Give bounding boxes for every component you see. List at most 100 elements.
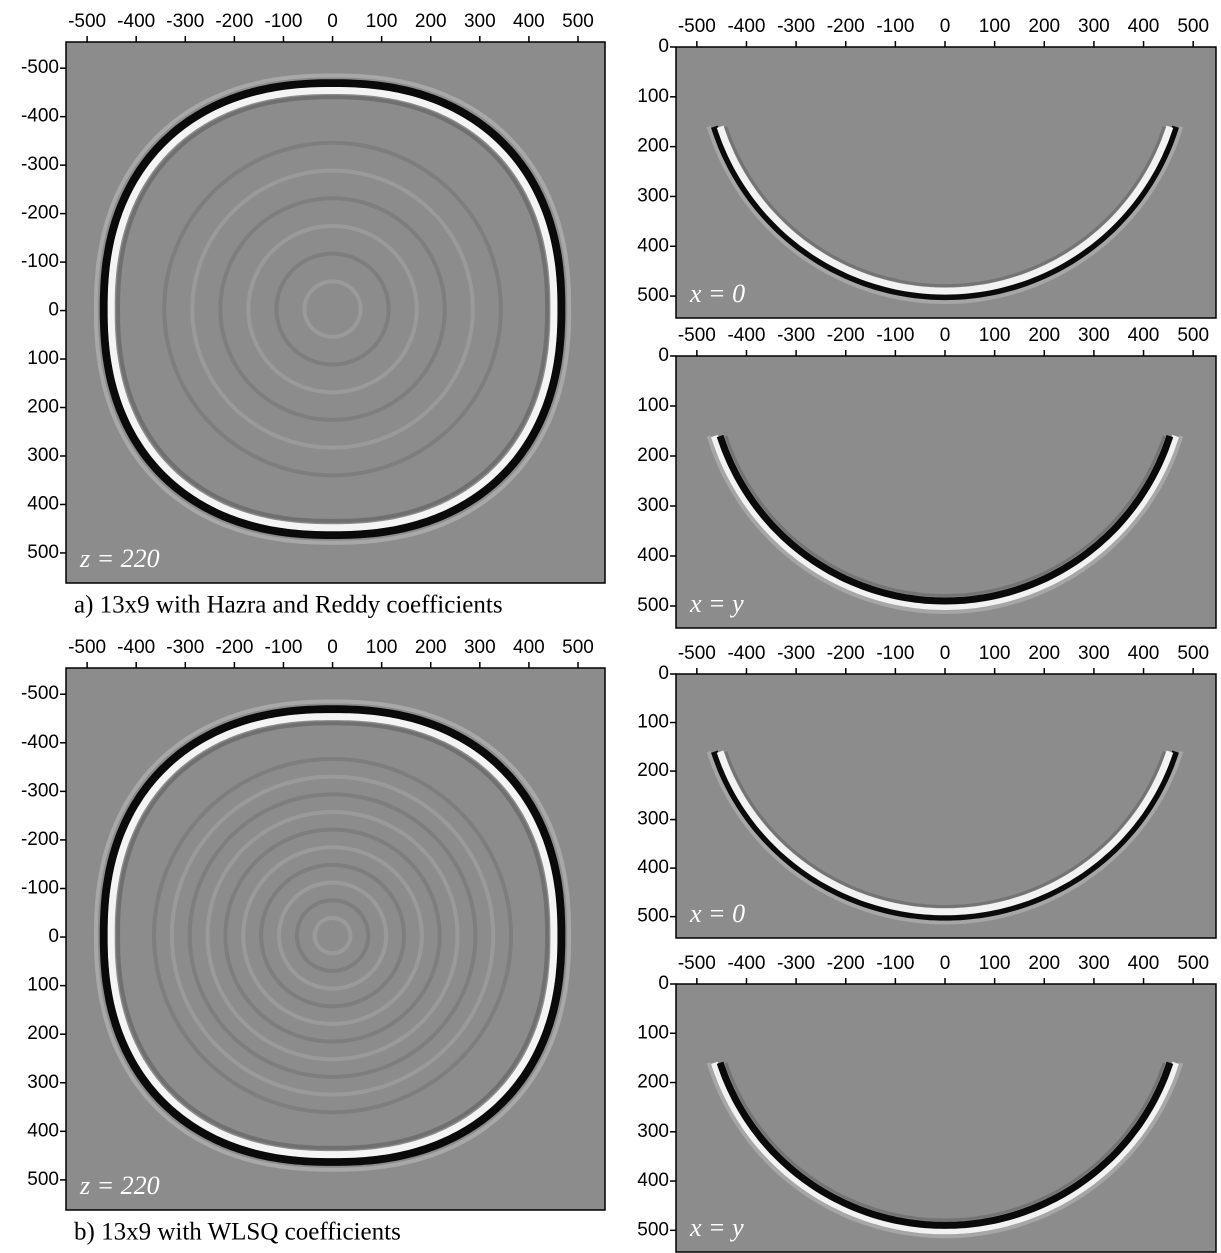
x-tick-label: 0 <box>327 11 338 32</box>
x-tick-label: 400 <box>1128 16 1160 37</box>
y-tick-label: 100 <box>637 86 669 107</box>
x-tick-label: 300 <box>1078 643 1110 664</box>
x-tick-label: 200 <box>1028 953 1060 974</box>
y-tick-label: -100 <box>21 251 59 272</box>
x-tick-label: -200 <box>827 325 865 346</box>
x-tick-label: -300 <box>166 637 204 658</box>
image-background <box>676 674 1216 938</box>
y-tick-label: 200 <box>637 445 669 466</box>
x-tick-label: 300 <box>464 637 496 658</box>
x-tick-label: 400 <box>1128 325 1160 346</box>
slice-annotation: z = 220 <box>79 1171 160 1200</box>
x-tick-label: 200 <box>415 637 447 658</box>
x-tick-label: 100 <box>979 16 1011 37</box>
y-tick-label: 0 <box>658 973 669 994</box>
image-background <box>66 42 605 583</box>
x-tick-label: -200 <box>827 643 865 664</box>
panel-caption: b) 13x9 with WLSQ coefficients <box>74 1219 401 1246</box>
y-tick-label: -400 <box>21 106 59 127</box>
x-tick-label: 400 <box>513 637 545 658</box>
x-tick-label: -100 <box>876 643 914 664</box>
y-tick-label: 400 <box>27 493 59 514</box>
x-tick-label: 200 <box>1028 325 1060 346</box>
x-tick-label: 300 <box>1078 325 1110 346</box>
x-tick-label: 500 <box>562 637 594 658</box>
x-tick-label: -200 <box>215 11 253 32</box>
x-tick-label: -400 <box>727 325 765 346</box>
x-tick-label: -400 <box>727 953 765 974</box>
x-tick-label: -500 <box>68 637 106 658</box>
y-tick-label: -500 <box>21 683 59 704</box>
slice-annotation: x = y <box>689 589 744 618</box>
x-tick-label: -100 <box>264 11 302 32</box>
y-tick-label: 300 <box>27 1072 59 1093</box>
x-tick-label: 500 <box>1177 325 1209 346</box>
x-tick-label: 300 <box>1078 16 1110 37</box>
panel: -500-400-300-200-1000100200300400500-500… <box>21 11 605 619</box>
y-tick-label: 100 <box>637 395 669 416</box>
y-tick-label: 200 <box>637 1072 669 1093</box>
y-tick-label: 500 <box>637 1219 669 1240</box>
y-tick-label: 400 <box>637 1170 669 1191</box>
y-tick-label: 200 <box>637 760 669 781</box>
y-tick-label: 100 <box>637 1022 669 1043</box>
x-tick-label: 500 <box>1177 643 1209 664</box>
image-background <box>676 47 1216 318</box>
y-tick-label: 0 <box>658 36 669 57</box>
y-tick-label: 100 <box>27 975 59 996</box>
y-tick-label: 0 <box>48 300 59 321</box>
y-tick-label: 200 <box>637 136 669 157</box>
x-tick-label: -400 <box>117 637 155 658</box>
panel: -500 -400 -300 -200 -100 0 100 200 300 400 500 -500… <box>21 637 605 1246</box>
y-tick-label: 300 <box>637 809 669 830</box>
panel-caption: a) 13x9 with Hazra and Reddy coefficient… <box>74 592 503 619</box>
x-tick-label: -100 <box>876 325 914 346</box>
x-tick-label: -100 <box>264 637 302 658</box>
x-tick-label: -500 <box>678 643 716 664</box>
y-tick-label: -300 <box>21 780 59 801</box>
y-tick-label: 0 <box>48 926 59 947</box>
x-tick-label: 100 <box>979 325 1011 346</box>
x-tick-label: 0 <box>327 637 338 658</box>
x-tick-label: -100 <box>876 953 914 974</box>
x-tick-label: 0 <box>940 643 951 664</box>
y-tick-label: 400 <box>27 1120 59 1141</box>
slice-annotation: x = 0 <box>689 899 745 928</box>
y-tick-label: 300 <box>637 185 669 206</box>
x-tick-label: -300 <box>777 643 815 664</box>
x-tick-label: 100 <box>366 637 398 658</box>
panel: -500-400-300-200-10001002003004005000100… <box>637 325 1216 628</box>
slice-annotation: x = y <box>689 1213 744 1242</box>
x-tick-label: -500 <box>678 16 716 37</box>
x-tick-label: -200 <box>827 953 865 974</box>
x-tick-label: -200 <box>827 16 865 37</box>
x-tick-label: 500 <box>1177 16 1209 37</box>
y-tick-label: 100 <box>27 348 59 369</box>
x-tick-label: 400 <box>1128 953 1160 974</box>
y-tick-label: -200 <box>21 829 59 850</box>
x-tick-label: -400 <box>727 16 765 37</box>
y-tick-label: 500 <box>637 906 669 927</box>
y-tick-label: 300 <box>637 495 669 516</box>
y-tick-label: -300 <box>21 154 59 175</box>
x-tick-label: -400 <box>727 643 765 664</box>
y-tick-label: 400 <box>637 857 669 878</box>
x-tick-label: 100 <box>979 643 1011 664</box>
y-tick-label: -400 <box>21 732 59 753</box>
x-tick-label: 200 <box>1028 16 1060 37</box>
image-background <box>676 356 1216 628</box>
y-tick-label: 500 <box>637 595 669 616</box>
x-tick-label: 100 <box>979 953 1011 974</box>
x-tick-label: -300 <box>166 11 204 32</box>
y-tick-label: 100 <box>637 712 669 733</box>
x-tick-label: -500 <box>68 11 106 32</box>
y-tick-label: -500 <box>21 57 59 78</box>
y-tick-label: 200 <box>27 1023 59 1044</box>
figure: -500 -400 -300 -200 -100 0 100 200 300 400 500 -500… <box>0 0 1221 1253</box>
y-tick-label: 400 <box>637 545 669 566</box>
x-tick-label: 0 <box>940 325 951 346</box>
x-tick-label: 0 <box>940 953 951 974</box>
x-tick-label: -300 <box>777 953 815 974</box>
y-tick-label: -200 <box>21 203 59 224</box>
